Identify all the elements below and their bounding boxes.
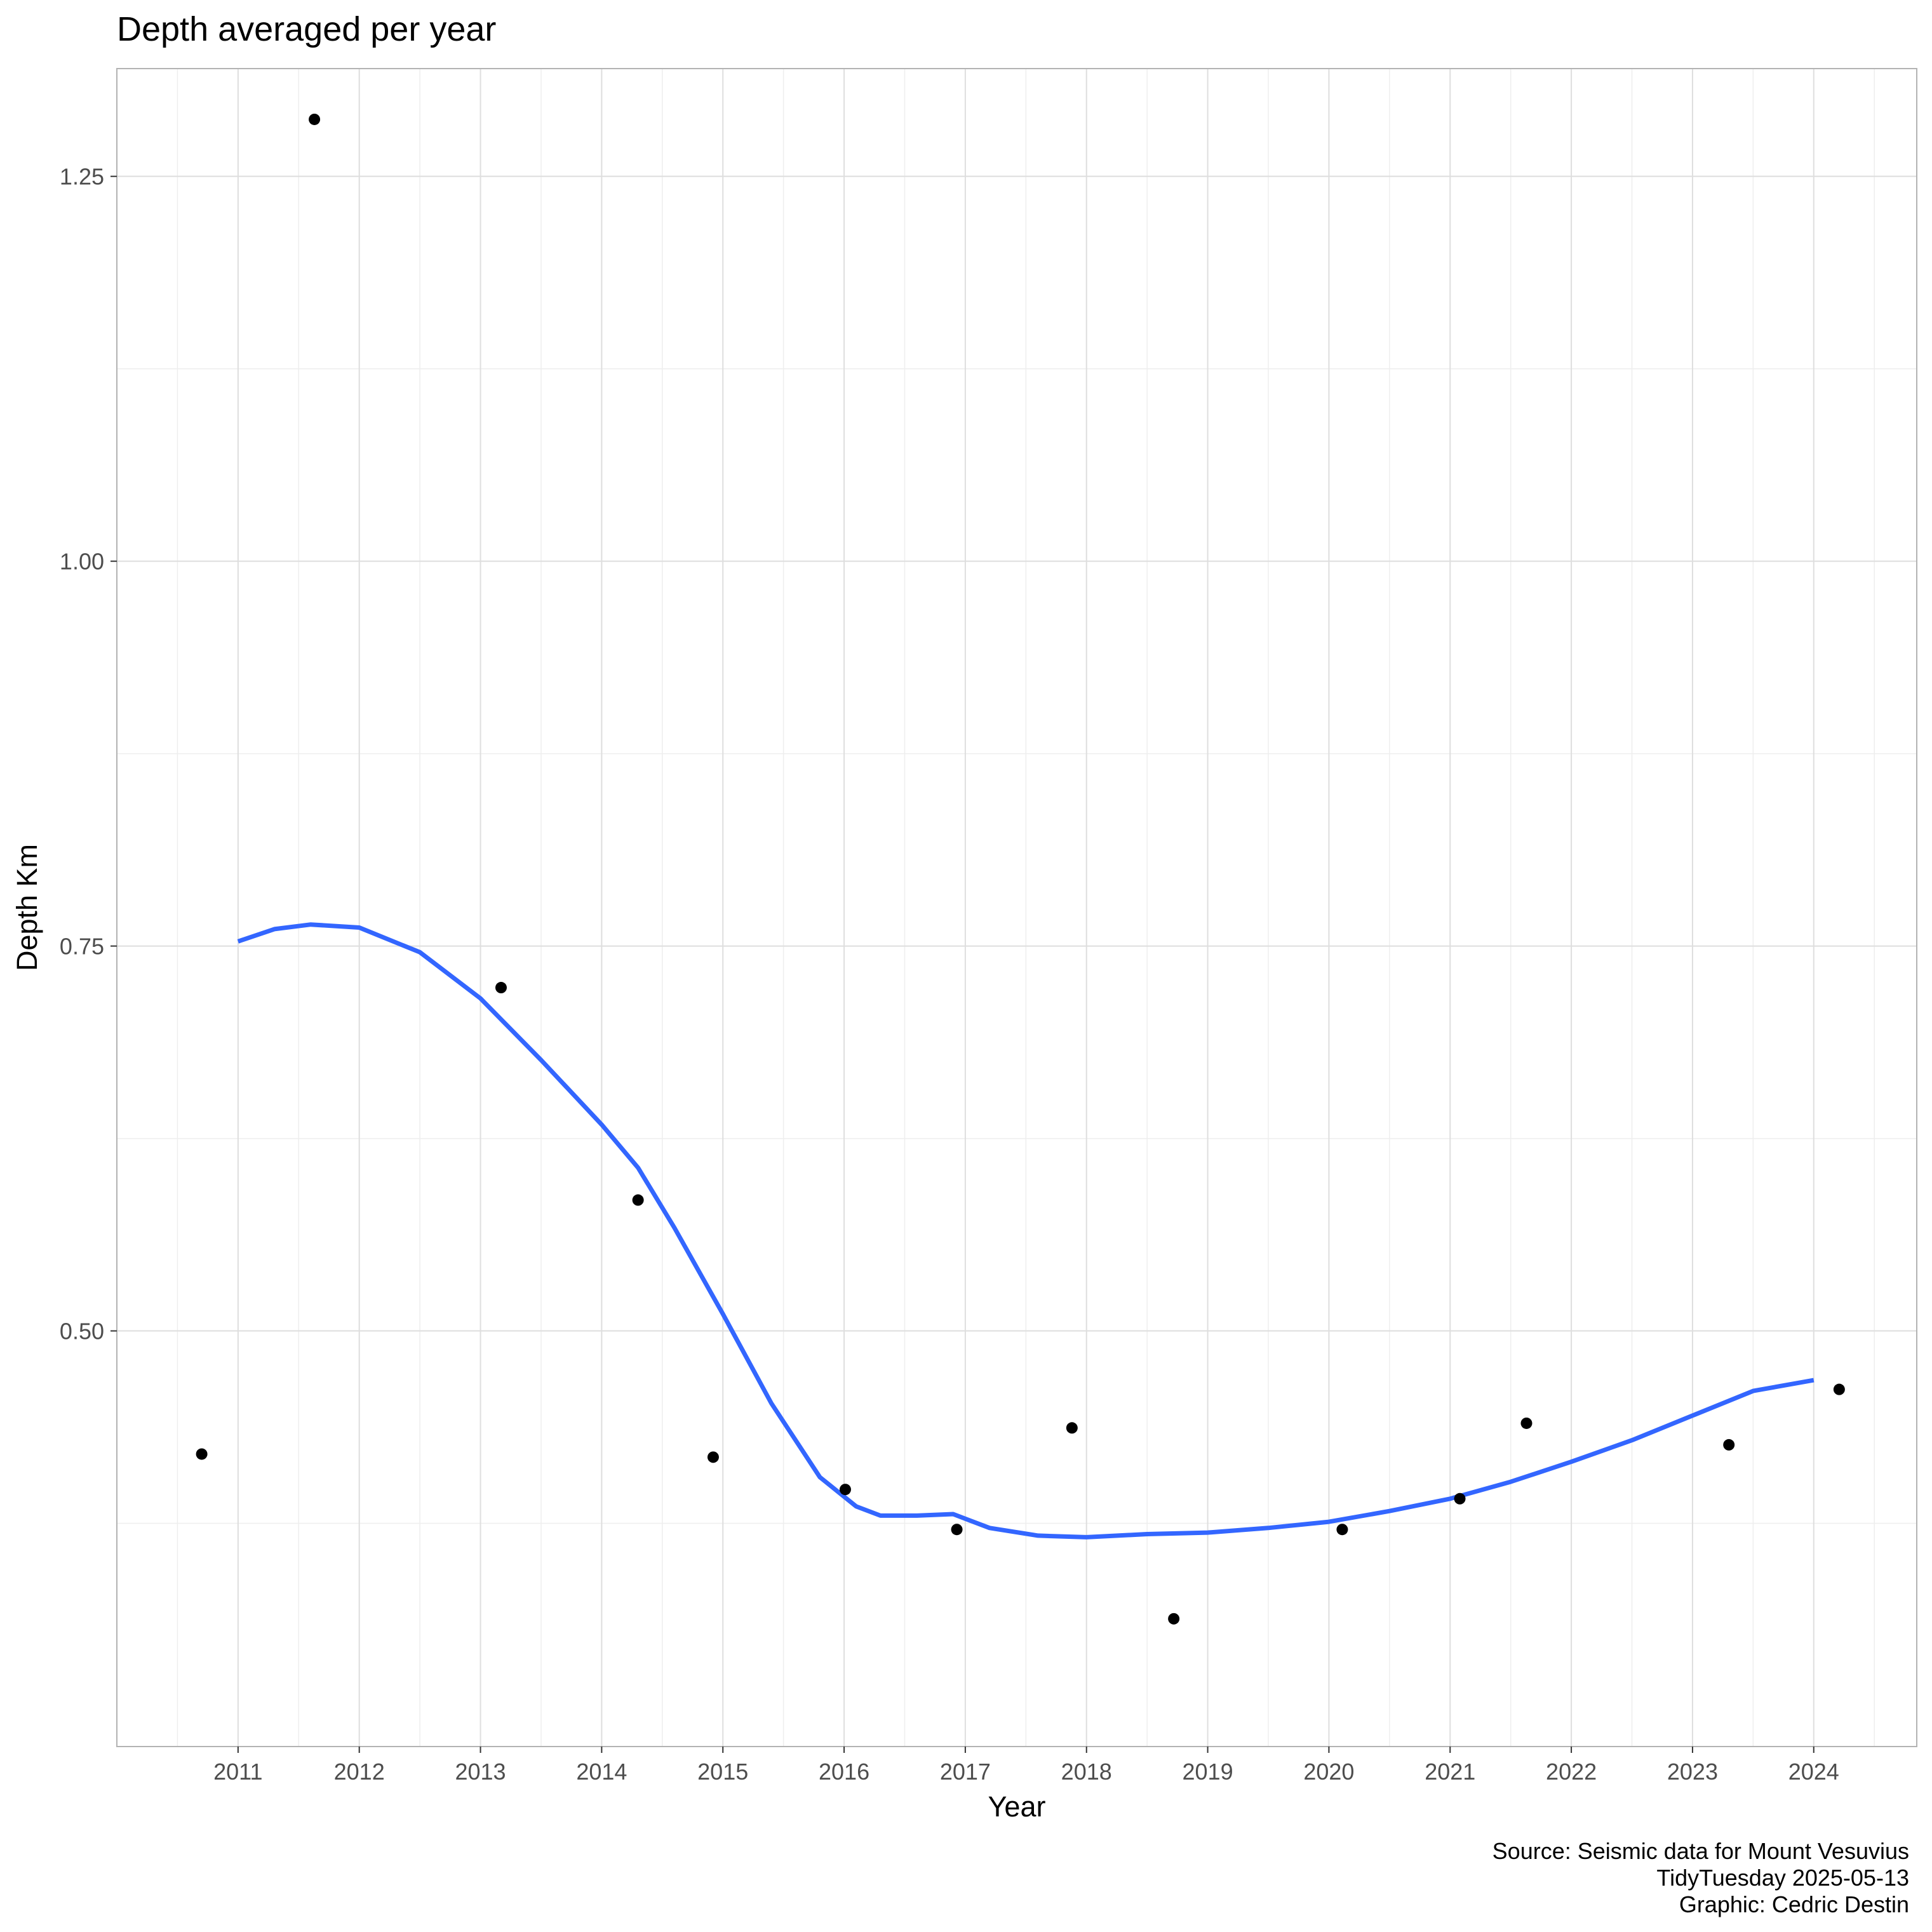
x-tick-label: 2012: [334, 1759, 385, 1785]
x-tick-label: 2016: [819, 1759, 869, 1785]
x-tick-label: 2023: [1667, 1759, 1718, 1785]
plot-panel-border: [116, 68, 1917, 1747]
smooth-trend-line: [237, 922, 1815, 1540]
x-tick-label: 2020: [1303, 1759, 1354, 1785]
data-point: [1833, 1383, 1845, 1395]
caption-graphic-credit: Graphic: Cedric Destin: [1679, 1891, 1909, 1917]
y-axis-title: Depth Km: [11, 844, 43, 971]
data-point: [309, 113, 321, 125]
smooth-curve-layer: [237, 922, 1815, 1540]
data-point: [632, 1194, 644, 1206]
y-tick-label: 0.75: [60, 934, 104, 960]
y-axis-ticks: 0.50 0.75 1.00 1.25: [60, 164, 117, 1345]
x-tick-label: 2021: [1425, 1759, 1475, 1785]
data-point: [839, 1484, 851, 1496]
minor-gridlines: [117, 69, 1917, 1747]
y-tick-label: 1.25: [60, 164, 104, 190]
data-point: [1336, 1524, 1348, 1536]
x-tick-label: 2018: [1061, 1759, 1112, 1785]
data-point: [196, 1448, 208, 1460]
x-tick-label: 2017: [940, 1759, 991, 1785]
data-point: [951, 1524, 963, 1536]
x-axis-title: Year: [988, 1790, 1046, 1823]
y-tick-label: 0.50: [60, 1318, 104, 1345]
caption-source: Source: Seismic data for Mount Vesuvius: [1493, 1838, 1909, 1864]
x-tick-label: 2014: [576, 1759, 627, 1785]
major-gridlines: [117, 69, 1917, 1747]
x-tick-label: 2011: [213, 1759, 262, 1785]
x-tick-label: 2022: [1546, 1759, 1597, 1785]
chart-title: Depth averaged per year: [117, 10, 496, 48]
data-point: [1168, 1613, 1180, 1625]
data-point: [707, 1451, 719, 1463]
data-point: [1723, 1439, 1735, 1451]
x-tick-label: 2019: [1183, 1759, 1233, 1785]
data-point: [1520, 1417, 1533, 1429]
data-point: [1066, 1422, 1078, 1434]
x-tick-label: 2015: [697, 1759, 748, 1785]
data-point: [1454, 1493, 1466, 1505]
data-point: [495, 982, 507, 994]
x-tick-label: 2013: [455, 1759, 506, 1785]
data-points-layer: [196, 113, 1845, 1625]
x-tick-label: 2024: [1788, 1759, 1839, 1785]
x-axis-ticks: 2011 2012 2013 2014 2015 2016 2017 2018 2019 2020…: [213, 1747, 1839, 1785]
caption-tidytuesday: TidyTuesday 2025-05-13: [1656, 1865, 1909, 1891]
y-tick-label: 1.00: [60, 549, 104, 575]
